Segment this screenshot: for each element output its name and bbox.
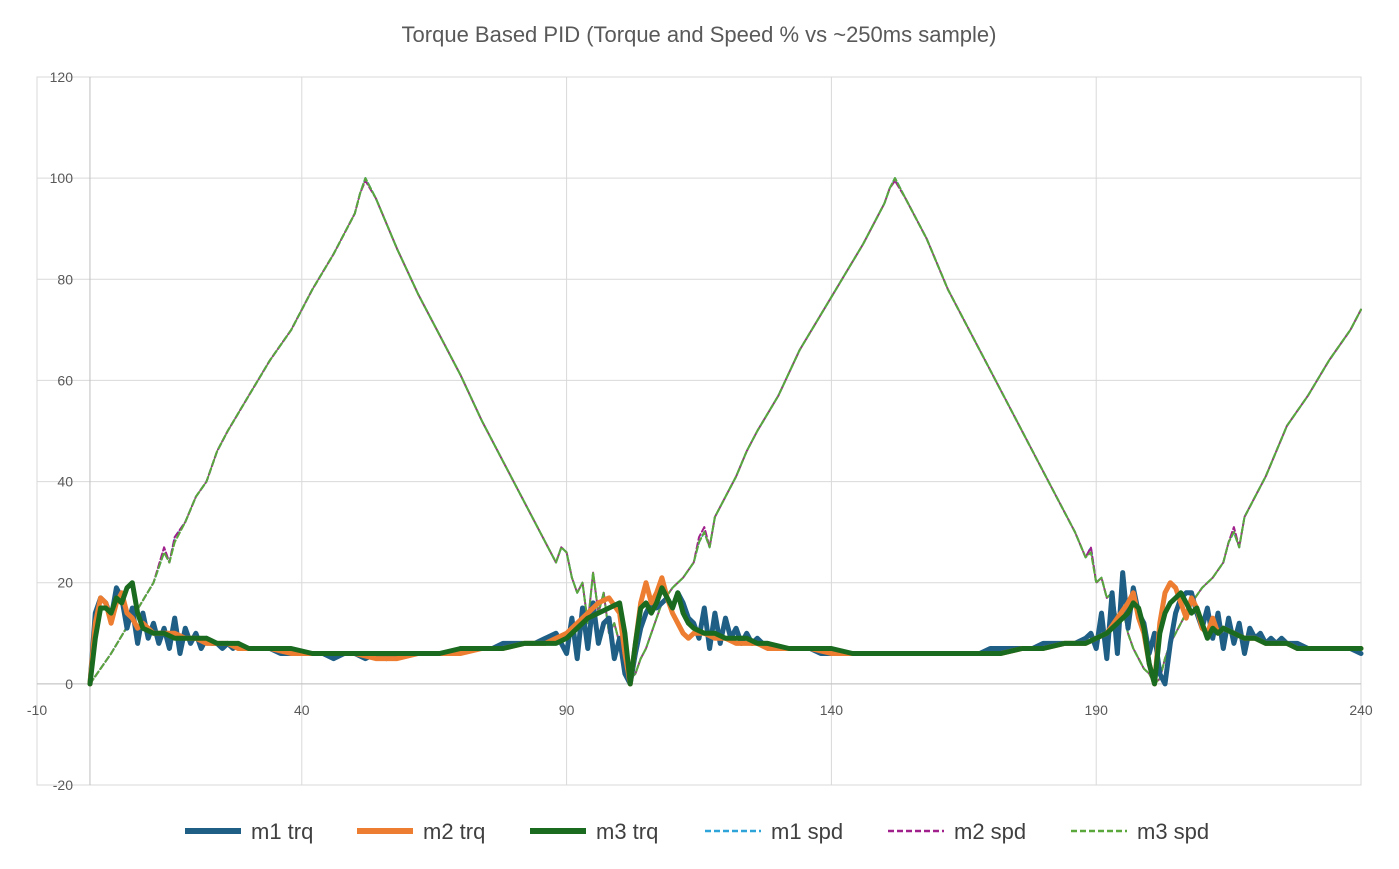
y-tick-label: 60 [57, 372, 73, 388]
x-tick-label: 190 [1085, 702, 1109, 718]
x-tick-label: 90 [559, 702, 575, 718]
tick-labels: -20 0 20 40 60 80 100 120 -10 40 90 140 190 240 [27, 69, 1373, 793]
y-tick-label: -20 [53, 777, 73, 793]
y-tick-label: 120 [50, 69, 74, 85]
legend-label: m3 trq [596, 819, 658, 844]
legend-label: m1 trq [251, 819, 313, 844]
y-tick-label: 100 [50, 170, 74, 186]
x-tick-label: 240 [1349, 702, 1373, 718]
series-line-m2-spd [89, 179, 1362, 685]
y-tick-label: 20 [57, 575, 73, 591]
x-tick-label: 40 [294, 702, 310, 718]
legend-label: m2 trq [423, 819, 485, 844]
series-line-m1-trq [87, 570, 1364, 687]
x-tick-label: 140 [820, 702, 844, 718]
x-tick-label: -10 [27, 702, 47, 718]
y-tick-label: 0 [65, 676, 73, 692]
legend: m1 trq m2 trq m3 trq m1 spd m2 spd m3 spd [185, 819, 1209, 844]
legend-label: m2 spd [954, 819, 1026, 844]
legend-label: m1 spd [771, 819, 843, 844]
legend-label: m3 spd [1137, 819, 1209, 844]
y-tick-label: 40 [57, 474, 73, 490]
series-lines [87, 177, 1364, 687]
series-line-m3-trq [87, 580, 1364, 687]
chart-title: Torque Based PID (Torque and Speed % vs … [402, 22, 997, 47]
y-tick-label: 80 [57, 271, 73, 287]
